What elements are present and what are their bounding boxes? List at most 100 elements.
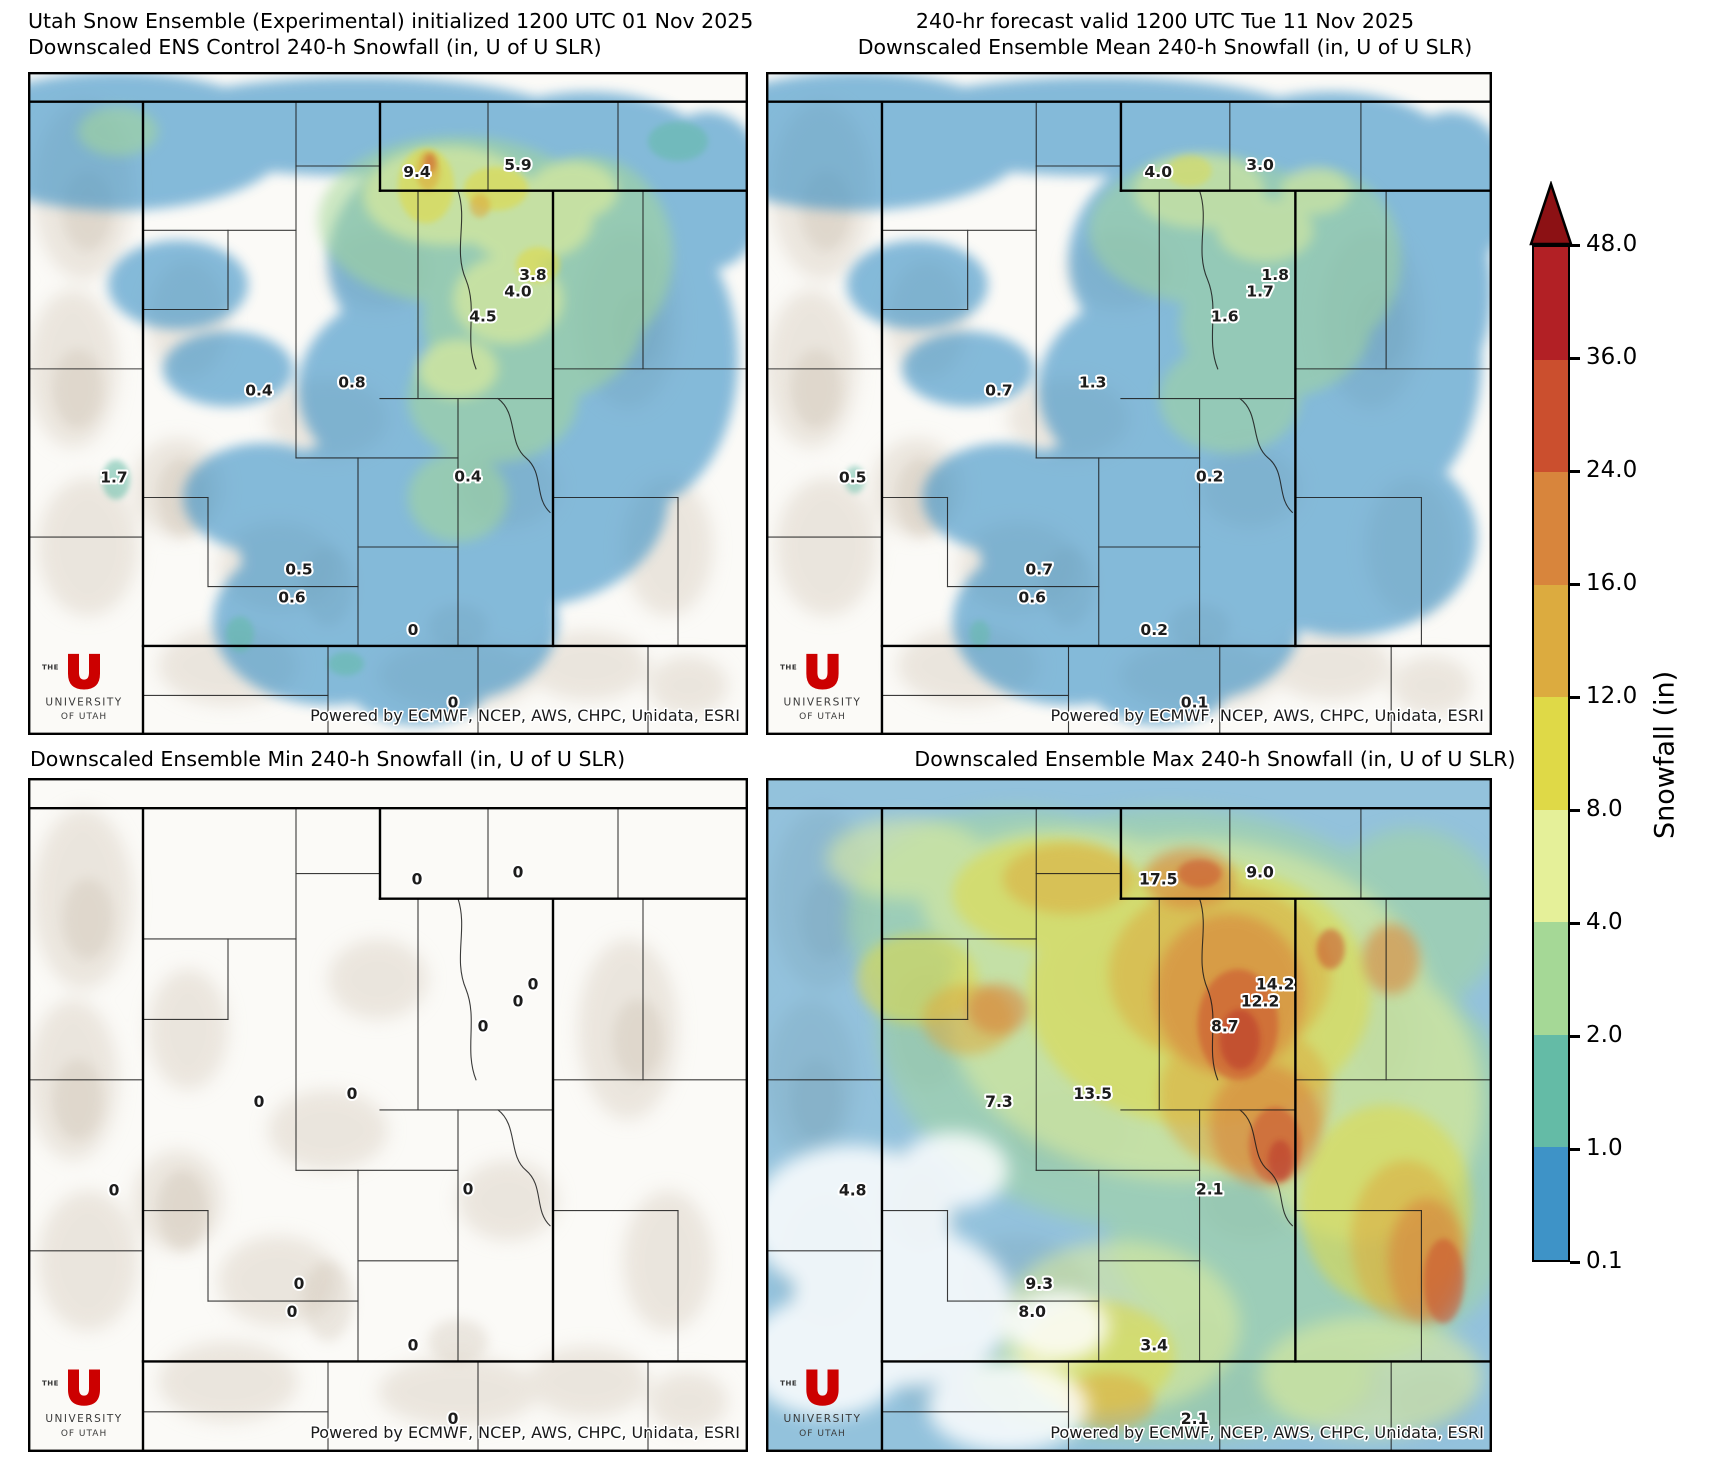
map-value-label: 4.8: [839, 1181, 867, 1199]
title-max-panel: Downscaled Ensemble Max 240-h Snowfall (…: [880, 746, 1550, 772]
map-value-label: 0: [408, 621, 419, 639]
colorbar-tick: [1570, 1035, 1580, 1038]
colorbar-segment: [1534, 922, 1568, 1035]
map-canvas-min: THE UNIVERSITY OF UTAH Powered by ECMWF, NC…: [28, 778, 748, 1452]
university-of-utah-logo: THE UNIVERSITY OF UTAH: [780, 653, 862, 722]
map-value-label: 5.9: [504, 156, 531, 174]
map-value-label: 0.7: [1025, 561, 1053, 579]
map-value-label: 4.0: [504, 283, 531, 301]
title-line: Downscaled Ensemble Min 240-h Snowfall (…: [30, 747, 626, 771]
colorbar-tick: [1570, 470, 1580, 473]
title-mean-panel: 240-hr forecast valid 1200 UTC Tue 11 No…: [830, 8, 1500, 60]
svg-text:OF UTAH: OF UTAH: [61, 1429, 107, 1439]
map-value-label: 0.1: [1181, 693, 1209, 711]
map-ensemble-min: THE UNIVERSITY OF UTAH Powered by ECMWF, NC…: [28, 778, 748, 1452]
map-value-label: 0.4: [245, 382, 273, 400]
powered-by-attribution: Powered by ECMWF, NCEP, AWS, CHPC, Unida…: [310, 706, 740, 725]
map-canvas-control: THE UNIVERSITY OF UTAH Powered by ECMWF, NC…: [28, 72, 748, 735]
colorbar-tick-label: 16.0: [1586, 570, 1638, 596]
block-u-icon: [806, 1369, 839, 1406]
colorbar-tick: [1570, 922, 1580, 925]
map-value-label: 9.0: [1246, 864, 1274, 882]
svg-text:OF UTAH: OF UTAH: [799, 1429, 846, 1439]
colorbar-tick: [1570, 1261, 1580, 1264]
university-of-utah-logo: THE UNIVERSITY OF UTAH: [780, 1369, 860, 1439]
map-value-label: 1.6: [1211, 307, 1239, 325]
map-value-label: 0: [513, 864, 524, 882]
map-value-label: 3.8: [519, 266, 546, 284]
map-canvas-mean: THE UNIVERSITY OF UTAH Powered by ECMWF, NC…: [766, 72, 1492, 735]
colorbar-tick-label: 48.0: [1586, 231, 1638, 257]
map-value-label: 3.4: [1140, 1336, 1168, 1354]
map-value-label: 0.8: [338, 374, 365, 392]
map-value-label: 9.3: [1025, 1275, 1053, 1293]
colorbar-segment: [1534, 1034, 1568, 1148]
block-u-icon: [806, 653, 839, 690]
map-value-label: 2.1: [1196, 1180, 1224, 1198]
map-value-label: 0: [513, 992, 524, 1010]
map-value-label: 0.2: [1140, 621, 1168, 639]
colorbar-segment: [1534, 697, 1568, 810]
map-value-label: 9.4: [403, 163, 431, 181]
map-value-label: 0.6: [278, 588, 305, 606]
map-value-label: 0.7: [985, 382, 1013, 400]
title-line: 240-hr forecast valid 1200 UTC Tue 11 No…: [915, 9, 1415, 33]
colorbar-segment: [1534, 809, 1568, 923]
colorbar-tick-label: 0.1: [1586, 1248, 1623, 1274]
map-value-label: 0.2: [1196, 468, 1224, 486]
colorbar-tick: [1570, 244, 1580, 247]
powered-by-attribution: Powered by ECMWF, NCEP, AWS, CHPC, Unida…: [310, 1423, 740, 1442]
map-value-label: 13.5: [1073, 1085, 1112, 1103]
map-value-label: 0: [287, 1303, 298, 1321]
map-value-label: 8.0: [1018, 1303, 1046, 1321]
colorbar-segment: [1534, 472, 1568, 585]
svg-text:THE: THE: [42, 664, 59, 672]
svg-text:UNIVERSITY: UNIVERSITY: [45, 1413, 122, 1425]
map-value-label: 0: [448, 693, 459, 711]
map-value-label: 4.0: [1144, 163, 1172, 181]
title-line: Downscaled Ensemble Max 240-h Snowfall (…: [914, 747, 1516, 771]
map-value-label: 0: [408, 1336, 419, 1354]
map-canvas-max: THE UNIVERSITY OF UTAH Powered by ECMWF, NC…: [766, 778, 1492, 1452]
map-control: THE UNIVERSITY OF UTAH Powered by ECMWF, NC…: [28, 72, 748, 735]
map-value-label: 2.1: [1181, 1410, 1209, 1428]
map-value-label: 1.7: [1246, 283, 1274, 301]
map-value-label: 0: [109, 1181, 120, 1199]
map-value-label: 1.8: [1261, 266, 1289, 284]
title-control-panel: Utah Snow Ensemble (Experimental) initia…: [28, 8, 753, 60]
map-ensemble-max: THE UNIVERSITY OF UTAH Powered by ECMWF, NC…: [766, 778, 1492, 1452]
university-of-utah-logo: THE UNIVERSITY OF UTAH: [42, 653, 121, 722]
colorbar-tick-label: 24.0: [1586, 457, 1638, 483]
map-value-label: 1.7: [100, 469, 127, 487]
map-value-label: 12.2: [1241, 992, 1280, 1010]
svg-text:THE: THE: [780, 664, 797, 672]
colorbar-over-arrow: [1529, 181, 1573, 246]
map-value-label: 0: [412, 871, 423, 889]
map-value-label: 0: [463, 1180, 474, 1198]
colorbar-tick: [1570, 583, 1580, 586]
colorbar-tick-label: 36.0: [1586, 344, 1638, 370]
colorbar-tick: [1570, 696, 1580, 699]
title-line: Downscaled Ensemble Mean 240-h Snowfall …: [857, 35, 1473, 59]
title-min-panel: Downscaled Ensemble Min 240-h Snowfall (…: [30, 746, 625, 772]
colorbar-tick-label: 4.0: [1586, 909, 1623, 935]
map-value-label: 1.3: [1079, 374, 1107, 392]
map-value-label: 0: [528, 975, 539, 993]
map-value-label: 0: [294, 1275, 305, 1293]
map-value-label: 3.0: [1246, 156, 1274, 174]
map-value-label: 0: [254, 1093, 265, 1111]
block-u-icon: [68, 1369, 100, 1406]
colorbar-tick: [1570, 357, 1580, 360]
colorbar-tick: [1570, 1148, 1580, 1151]
svg-text:OF UTAH: OF UTAH: [61, 712, 107, 722]
colorbar-tick-label: 1.0: [1586, 1135, 1623, 1161]
svg-text:OF UTAH: OF UTAH: [799, 712, 846, 722]
svg-text:UNIVERSITY: UNIVERSITY: [784, 696, 862, 708]
svg-text:THE: THE: [42, 1379, 59, 1388]
colorbar-tick: [1570, 809, 1580, 812]
colorbar-tick-label: 2.0: [1586, 1022, 1623, 1048]
map-ensemble-mean: THE UNIVERSITY OF UTAH Powered by ECMWF, NC…: [766, 72, 1492, 735]
map-value-label: 14.2: [1256, 975, 1295, 993]
powered-by-attribution: Powered by ECMWF, NCEP, AWS, CHPC, Unida…: [1050, 1423, 1484, 1442]
map-value-label: 17.5: [1139, 871, 1178, 889]
